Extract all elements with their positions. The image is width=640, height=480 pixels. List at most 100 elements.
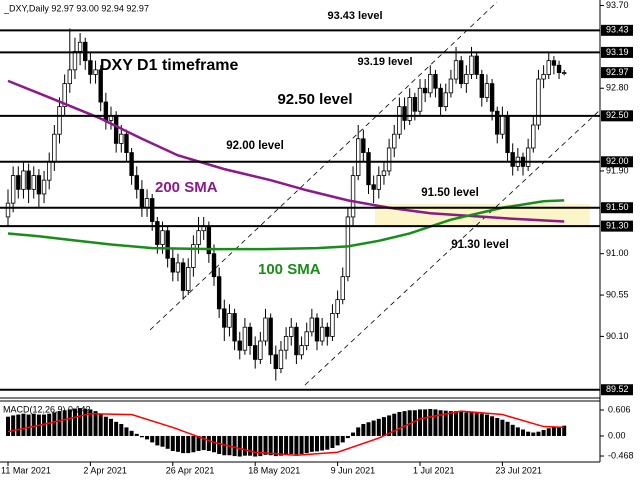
candle-body <box>93 69 98 75</box>
candle-body <box>443 92 448 108</box>
last-price: 92.97 <box>606 67 629 77</box>
macd-bar <box>16 414 21 436</box>
y-tick-label: 92.80 <box>606 83 629 93</box>
macd-bar <box>418 409 422 436</box>
candle-body <box>57 106 62 135</box>
y-tick-label: 90.10 <box>606 331 629 341</box>
macd-bar <box>165 435 170 449</box>
macd-bar <box>340 435 345 443</box>
candle-body <box>134 175 139 190</box>
level-label: 91.50 level <box>421 187 479 199</box>
macd-bar <box>495 417 500 436</box>
macd-bar <box>500 419 505 436</box>
candle-body <box>556 64 562 74</box>
candle-body <box>525 147 531 167</box>
level-price: 92.00 <box>606 156 629 166</box>
candle-body <box>165 230 170 259</box>
macd-bar <box>309 435 314 452</box>
macd-bar <box>289 435 294 454</box>
candle-body <box>551 60 557 66</box>
candle-body <box>500 115 505 135</box>
macd-y-tick-label: 0.00 <box>608 430 626 440</box>
candle-body <box>489 83 495 112</box>
candle-body <box>88 60 93 75</box>
macd-bar <box>397 411 402 436</box>
candle-body <box>258 340 263 360</box>
candle-body <box>371 184 376 190</box>
candle-body <box>314 317 320 342</box>
candle-body <box>422 87 428 94</box>
macd-bar <box>114 421 119 436</box>
macd-bar <box>191 435 196 453</box>
macd-bar <box>294 435 299 455</box>
level-price: 93.43 <box>606 25 629 35</box>
candle-body <box>531 124 536 149</box>
macd-bar <box>124 427 129 436</box>
candle-body <box>546 60 551 75</box>
macd-bar <box>78 408 83 436</box>
y-tick-label: 90.55 <box>606 289 629 299</box>
y-tick-label: 93.70 <box>606 0 629 10</box>
macd-bar <box>217 435 222 454</box>
candle-body <box>149 198 155 222</box>
sma-label: 100 SMA <box>258 261 321 278</box>
macd-bar <box>62 410 67 436</box>
macd-bar <box>248 435 253 456</box>
candle-body <box>402 106 407 121</box>
macd-bar <box>6 416 10 436</box>
candle-body <box>464 74 469 85</box>
level-box <box>601 110 633 122</box>
macd-bar <box>469 412 474 436</box>
x-tick-label: 23 Jul 2021 <box>495 465 542 475</box>
candle-body <box>186 267 191 291</box>
macd-bar <box>484 414 489 436</box>
macd-bar <box>109 418 113 436</box>
macd-bar <box>454 411 459 436</box>
candle-body <box>283 336 289 351</box>
macd-title: MACD(12,26,9) 0.142 <box>3 404 91 414</box>
candle-body <box>392 133 397 149</box>
macd-bar <box>351 432 356 436</box>
macd-bar <box>26 414 31 436</box>
candle-body <box>242 326 248 351</box>
macd-bar <box>258 435 263 457</box>
macd-bar <box>67 409 72 436</box>
candle-body <box>21 170 26 190</box>
macd-bar <box>479 413 484 436</box>
level-box <box>601 46 633 58</box>
candle-body <box>448 78 454 94</box>
macd-bar <box>98 413 103 436</box>
macd-bar <box>464 412 469 436</box>
macd-bar <box>201 435 206 451</box>
macd-bar <box>299 435 304 454</box>
candle-body <box>268 317 273 356</box>
x-tick-label: 18 May 2021 <box>248 465 300 475</box>
macd-bar <box>562 425 567 436</box>
candle-body <box>505 115 510 153</box>
chart-title: _DXY,Daily 92.97 93.00 92.94 92.97 <box>3 3 149 13</box>
macd-bar <box>356 427 361 436</box>
candle-body <box>294 326 299 356</box>
candle-body <box>247 326 253 347</box>
level-price: 92.50 <box>606 110 629 120</box>
macd-bar <box>206 435 211 451</box>
macd-bar <box>11 415 16 436</box>
candle-body <box>36 175 42 195</box>
macd-bar <box>315 435 319 452</box>
candle-body <box>273 354 278 369</box>
candle-body <box>211 253 217 278</box>
candle-body <box>278 349 284 369</box>
macd-bar <box>402 411 407 436</box>
candle-body <box>340 276 345 301</box>
candle-body <box>67 69 72 85</box>
macd-bar <box>423 409 428 436</box>
candle-body <box>562 72 567 75</box>
macd-bar <box>459 411 464 436</box>
macd-bar <box>433 409 438 436</box>
candle-body <box>433 74 438 89</box>
macd-bar <box>278 435 283 456</box>
macd-bar <box>474 412 479 436</box>
macd-bar <box>335 435 340 446</box>
macd-bar <box>345 435 350 439</box>
